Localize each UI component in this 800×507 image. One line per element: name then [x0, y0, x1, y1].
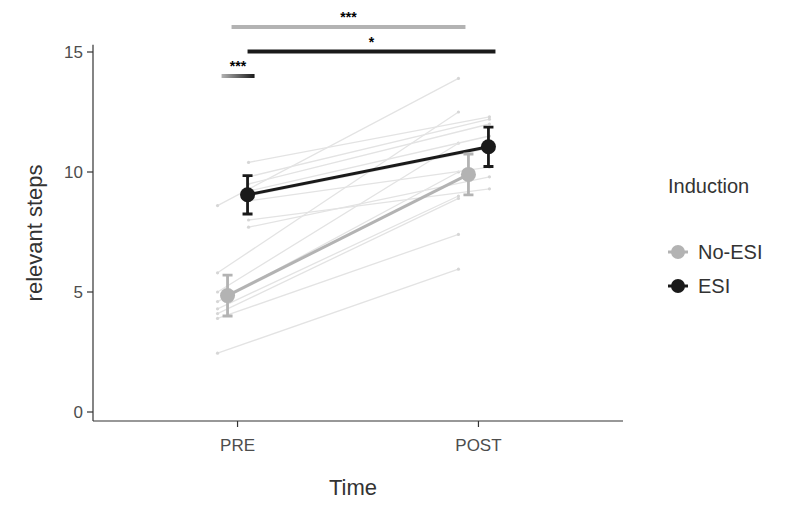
mean-line [248, 147, 489, 195]
y-tick [87, 411, 93, 412]
subject-line [249, 189, 490, 220]
y-tick [87, 51, 93, 52]
subject-point [457, 194, 460, 197]
significance-label: *** [230, 58, 247, 74]
subject-point [457, 268, 460, 271]
subject-point [216, 204, 219, 207]
subject-point [457, 77, 460, 80]
mean-point [220, 288, 235, 303]
legend-label: ESI [698, 275, 730, 297]
subject-line [218, 112, 459, 273]
significance-bar [232, 25, 466, 29]
x-axis-line [93, 420, 623, 421]
subject-point [488, 187, 491, 190]
significance-label: * [369, 34, 375, 50]
y-tick-label: 0 [74, 403, 83, 422]
subject-point [488, 122, 491, 125]
x-tick [237, 421, 238, 427]
subject-point [216, 312, 219, 315]
subject-line [218, 143, 459, 292]
subject-point [216, 300, 219, 303]
y-tick-label: 15 [64, 43, 83, 62]
subject-point [216, 290, 219, 293]
y-tick [87, 291, 93, 292]
subject-point [488, 175, 491, 178]
significance-bar [248, 50, 496, 54]
subject-line [218, 196, 459, 309]
x-axis-title: Time [329, 475, 377, 500]
mean-point [240, 187, 255, 202]
subject-line [218, 234, 459, 318]
subject-point [216, 307, 219, 310]
legend-marker [671, 245, 685, 259]
y-tick-label: 10 [64, 163, 83, 182]
subject-point [457, 233, 460, 236]
y-axis-title: relevant steps [22, 164, 47, 301]
legend-marker [671, 279, 685, 293]
significance-label: *** [340, 9, 357, 25]
subject-line [218, 198, 459, 313]
subject-line [218, 78, 459, 205]
subject-point [216, 317, 219, 320]
plot-area [216, 77, 496, 355]
x-tick [478, 421, 479, 427]
y-axis-line [92, 45, 93, 421]
subject-point [247, 226, 250, 229]
subject-line [249, 177, 490, 227]
subject-point [247, 218, 250, 221]
y-tick [87, 171, 93, 172]
chart: 051015PREPOSTTimerelevant steps*******In… [0, 0, 800, 507]
y-tick-label: 5 [74, 283, 83, 302]
mean-point [461, 167, 476, 182]
legend-title: Induction [668, 175, 749, 197]
subject-point [247, 161, 250, 164]
subject-line [249, 119, 490, 177]
mean-point [481, 139, 496, 154]
significance-bar [222, 74, 255, 78]
subject-point [457, 110, 460, 113]
subject-point [216, 352, 219, 355]
subject-point [488, 118, 491, 121]
legend-label: No-ESI [698, 241, 762, 263]
x-tick-label: PRE [220, 436, 255, 455]
subject-point [216, 271, 219, 274]
x-tick-label: POST [455, 436, 501, 455]
